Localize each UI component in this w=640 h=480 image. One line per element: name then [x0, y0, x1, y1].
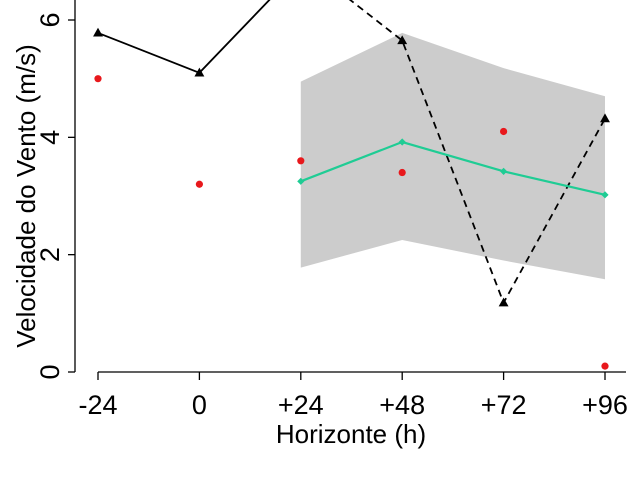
dashed-series-line — [348, 0, 606, 305]
y-axis-tick-label: 6 — [35, 12, 65, 27]
y-axis-tick-label: 4 — [35, 130, 65, 145]
dashed-series-triangle-marker — [397, 35, 408, 45]
x-axis-tick-label: +96 — [582, 390, 628, 420]
solid-series-triangle-marker — [93, 27, 103, 37]
x-axis-tick-label: -24 — [78, 390, 117, 420]
mean-forecast-diamond-marker — [297, 177, 305, 185]
plot-area — [93, 0, 610, 370]
axes: -24 0 +24 +48 +72 +96 0 2 4 6 — [35, 0, 628, 420]
observed-point — [297, 157, 305, 165]
x-axis-tick-label: +48 — [379, 390, 425, 420]
x-axis-tick-label: +72 — [481, 390, 527, 420]
y-axis-tick-label: 2 — [35, 247, 65, 262]
mean-forecast-diamond-marker — [398, 138, 406, 146]
x-axis-title: Horizonte (h) — [276, 419, 426, 449]
x-axis-tick-label: +24 — [278, 390, 324, 420]
mean-forecast-diamond-marker — [500, 167, 508, 175]
observed-point — [500, 127, 508, 136]
solid-series-triangle-marker — [194, 67, 205, 77]
y-axis-tick-label: 0 — [35, 364, 65, 379]
y-axis-title: Velocidade do Vento (m/s) — [11, 44, 41, 348]
dashed-series-triangle-marker — [498, 297, 509, 307]
mean-forecast-line — [300, 140, 606, 196]
x-axis-tick-label: 0 — [192, 390, 207, 420]
mean-forecast-diamond-marker — [601, 191, 609, 199]
solid-series-line — [97, 0, 271, 74]
observed-point — [601, 362, 609, 370]
observed-point — [94, 75, 102, 83]
dashed-series-triangle-marker — [600, 113, 610, 123]
observed-point — [195, 180, 203, 188]
observed-point — [398, 168, 406, 177]
